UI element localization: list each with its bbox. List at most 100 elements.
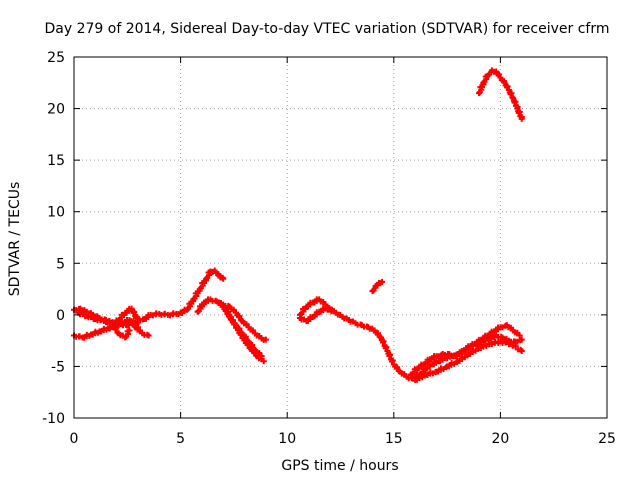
trace-marker <box>106 318 113 325</box>
trace-marker <box>256 333 263 340</box>
trace-marker <box>236 326 243 333</box>
trace-marker <box>377 280 384 287</box>
trace-marker <box>244 337 251 344</box>
trace-marker <box>103 326 110 333</box>
trace-marker <box>507 91 514 98</box>
x-axis-title: GPS time / hours <box>281 458 398 474</box>
trace-marker <box>517 346 524 353</box>
y-tick-label: 10 <box>47 205 65 221</box>
trace-marker <box>509 94 516 101</box>
x-tick-label: 0 <box>70 431 79 447</box>
trace-marker <box>515 109 522 116</box>
trace-marker <box>242 334 249 341</box>
axis-ticks <box>73 56 608 419</box>
trace-marker <box>209 268 216 275</box>
trace-marker <box>175 311 182 318</box>
trace-marker <box>327 306 334 313</box>
trace-marker <box>504 84 511 91</box>
trace-marker <box>128 318 135 325</box>
y-tick-label: -5 <box>51 359 65 375</box>
trace-marker <box>505 341 512 348</box>
y-tick-label: 25 <box>47 50 65 66</box>
trace-marker <box>161 310 168 317</box>
trace-marker <box>300 316 307 323</box>
trace-marker <box>518 114 525 121</box>
trace-marker <box>236 313 243 320</box>
trace-marker <box>124 316 131 323</box>
trace-marker <box>81 307 88 314</box>
x-tick-label: 25 <box>598 431 616 447</box>
chart-title: Day 279 of 2014, Sidereal Day-to-day VTE… <box>45 21 610 37</box>
series-trace-e <box>194 296 269 343</box>
trace-marker <box>507 325 514 332</box>
trace-marker <box>249 328 256 335</box>
x-tick-label: 10 <box>278 431 296 447</box>
trace-marker <box>313 296 320 303</box>
trace-marker <box>491 68 498 75</box>
trace-marker <box>320 305 327 312</box>
x-tick-label: 20 <box>491 431 509 447</box>
trace-marker <box>382 345 389 352</box>
trace-marker <box>229 318 236 325</box>
trace-marker <box>230 307 237 314</box>
trace-marker <box>124 328 131 335</box>
series-trace-i <box>296 305 335 325</box>
trace-marker <box>133 314 140 321</box>
trace-marker <box>260 336 267 343</box>
series-trace-k <box>412 338 525 383</box>
x-tick-label: 15 <box>385 431 403 447</box>
trace-marker <box>126 305 133 312</box>
trace-marker <box>374 282 381 289</box>
trace-marker <box>133 321 140 328</box>
trace-marker <box>231 321 238 328</box>
trace-marker <box>76 333 83 340</box>
y-tick-label: 0 <box>56 308 65 324</box>
trace-marker <box>82 313 89 320</box>
trace-marker <box>219 274 226 281</box>
trace-marker <box>248 342 255 349</box>
trace-marker <box>144 331 151 338</box>
trace-marker <box>250 346 257 353</box>
y-tick-label: 5 <box>56 256 65 272</box>
x-tick-label: 5 <box>176 431 185 447</box>
trace-marker <box>369 325 376 332</box>
trace-marker <box>376 333 383 340</box>
trace-marker <box>482 73 489 80</box>
trace-marker <box>514 330 521 337</box>
x-tick-labels: 0 5 10 15 20 25 <box>70 431 616 447</box>
series-trace-d <box>109 267 227 329</box>
trace-marker <box>226 312 233 319</box>
y-axis-title: SDTVAR / TECUs <box>7 182 23 297</box>
trace-marker <box>256 350 263 357</box>
plot-frame <box>73 56 608 419</box>
series-trace-g <box>220 303 265 360</box>
trace-marker <box>136 328 143 335</box>
trace-marker <box>153 310 160 317</box>
trace-marker <box>343 315 350 322</box>
trace-marker <box>374 330 381 337</box>
series-trace-m <box>476 67 525 122</box>
y-tick-label: 15 <box>47 153 65 169</box>
trace-marker <box>90 316 97 323</box>
trace-marker <box>97 316 104 323</box>
trace-marker <box>113 317 120 324</box>
trace-marker <box>495 72 502 79</box>
trace-marker <box>320 299 327 306</box>
y-tick-label: 20 <box>47 102 65 118</box>
trace-marker <box>350 318 357 325</box>
series-trace-l <box>369 278 386 295</box>
trace-marker <box>379 339 386 346</box>
y-tick-label: -10 <box>42 411 65 427</box>
y-tick-labels: -10 -5 0 5 10 15 20 25 <box>42 50 65 427</box>
trace-marker <box>130 309 137 316</box>
trace-marker <box>401 371 408 378</box>
trace-marker <box>222 307 229 314</box>
trace-marker <box>337 312 344 319</box>
trace-marker <box>393 364 400 371</box>
series-trace-j <box>407 322 523 378</box>
trace-marker <box>205 296 212 303</box>
trace-marker <box>94 329 101 336</box>
trace-marker <box>357 321 364 328</box>
trace-marker <box>444 351 451 358</box>
trace-marker <box>238 329 245 336</box>
